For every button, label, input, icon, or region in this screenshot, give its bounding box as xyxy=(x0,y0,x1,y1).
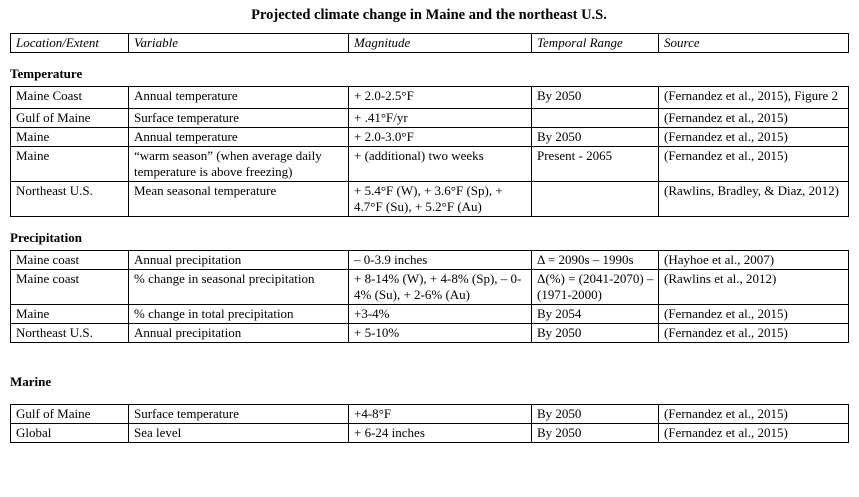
table-cell: Annual temperature xyxy=(128,86,349,109)
table-cell: Sea level xyxy=(128,423,349,443)
column-header-table: Location/Extent Variable Magnitude Tempo… xyxy=(10,33,849,53)
table-cell: Annual precipitation xyxy=(128,250,349,270)
table-cell: (Fernandez et al., 2015) xyxy=(658,146,849,182)
table-cell: + 5-10% xyxy=(348,323,532,343)
table-cell: % change in total precipitation xyxy=(128,304,349,324)
table-cell: By 2050 xyxy=(531,404,659,424)
table-row: Northeast U.S. Mean seasonal temperature +… xyxy=(10,181,849,217)
table-cell: Surface temperature xyxy=(128,108,349,128)
table-cell: By 2050 xyxy=(531,127,659,147)
table-cell: + 6-24 inches xyxy=(348,423,532,443)
table-row: Maine Coast Annual temperature + 2.0-2.5°F… xyxy=(10,86,849,109)
section-heading: Temperature xyxy=(10,66,83,81)
column-header-row: Location/Extent Variable Magnitude Tempo… xyxy=(10,33,849,53)
table-row: Maine% change in total precipitation +3-4… xyxy=(10,304,849,324)
table-cell: Northeast U.S. xyxy=(10,323,129,343)
table-cell: – 0-3.9 inches xyxy=(348,250,532,270)
table-cell: +3-4% xyxy=(348,304,532,324)
table-row: Northeast U.S. Annual precipitation + 5-10… xyxy=(10,323,849,343)
table-row: Maine “warm season” (when average daily t… xyxy=(10,146,849,182)
table-cell: + 5.4°F (W), + 3.6°F (Sp), + 4.7°F (Su),… xyxy=(348,181,532,217)
table-cell: Gulf of Maine xyxy=(10,108,129,128)
table-row: Maine coast% change in seasonal precipit… xyxy=(10,269,849,305)
table-cell: Maine xyxy=(10,304,129,324)
table-cell: Maine xyxy=(10,127,129,147)
document-page: Projected climate change in Maine and th… xyxy=(10,7,849,443)
table-section: Temperature Maine Coast Annual temperatur… xyxy=(10,66,849,217)
table-cell: (Fernandez et al., 2015) xyxy=(658,127,849,147)
table-cell: + 2.0-2.5°F xyxy=(348,86,532,109)
table-sections: Temperature Maine Coast Annual temperatur… xyxy=(10,66,849,443)
column-header-location-extent: Location/Extent xyxy=(10,33,129,53)
column-header-temporal-range: Temporal Range xyxy=(531,33,659,53)
table-row: Gulf of Maine Surface temperature +4-8°F By… xyxy=(10,404,849,424)
column-header-variable: Variable xyxy=(128,33,349,53)
table-cell: + .41°F/yr xyxy=(348,108,532,128)
table-row: Maine Annual temperature + 2.0-3.0°F By 205… xyxy=(10,127,849,147)
section-heading: Marine xyxy=(10,374,52,389)
table-cell: Mean seasonal temperature xyxy=(128,181,349,217)
table-cell: + 2.0-3.0°F xyxy=(348,127,532,147)
table-row: Maine coast Annual precipitation – 0-3.9 i… xyxy=(10,250,849,270)
table-cell: (Fernandez et al., 2015), Figure 2 xyxy=(658,86,849,109)
table-cell: By 2050 xyxy=(531,86,659,109)
table-cell xyxy=(531,181,659,217)
table-cell: Surface temperature xyxy=(128,404,349,424)
page-title: Projected climate change in Maine and th… xyxy=(251,7,607,23)
table-cell: (Fernandez et al., 2015) xyxy=(658,404,849,424)
table-row: Gulf of Maine Surface temperature + .41°F/… xyxy=(10,108,849,128)
data-table: Maine coast Annual precipitation – 0-3.9 i… xyxy=(10,250,849,343)
table-cell: By 2050 xyxy=(531,423,659,443)
table-cell: Δ(%) = (2041-2070) – (1971-2000) xyxy=(531,269,659,305)
table-cell: Northeast U.S. xyxy=(10,181,129,217)
table-cell: +4-8°F xyxy=(348,404,532,424)
table-cell: Annual temperature xyxy=(128,127,349,147)
table-cell: % change in seasonal precipitation xyxy=(128,269,349,305)
table-cell: By 2054 xyxy=(531,304,659,324)
table-cell: Gulf of Maine xyxy=(10,404,129,424)
column-header-source: Source xyxy=(658,33,849,53)
table-cell: (Fernandez et al., 2015) xyxy=(658,304,849,324)
table-cell: (Fernandez et al., 2015) xyxy=(658,108,849,128)
table-cell: (Fernandez et al., 2015) xyxy=(658,323,849,343)
table-section: Precipitation Maine coast Annual precipit… xyxy=(10,230,849,343)
section-heading: Precipitation xyxy=(10,230,82,245)
table-cell: Δ = 2090s – 1990s xyxy=(531,250,659,270)
table-cell: Annual precipitation xyxy=(128,323,349,343)
table-cell: + 8-14% (W), + 4-8% (Sp), – 0-4% (Su), +… xyxy=(348,269,532,305)
table-cell: Maine xyxy=(10,146,129,182)
table-row: Global Sea level + 6-24 inches By 2050 (Fern… xyxy=(10,423,849,443)
table-cell: Present - 2065 xyxy=(531,146,659,182)
data-table: Gulf of Maine Surface temperature +4-8°F By… xyxy=(10,404,849,443)
table-cell: By 2050 xyxy=(531,323,659,343)
table-cell: “warm season” (when average daily temper… xyxy=(128,146,349,182)
table-section: Marine Gulf of Maine Surface temperature +… xyxy=(10,374,849,443)
data-table: Maine Coast Annual temperature + 2.0-2.5°F… xyxy=(10,86,849,217)
table-cell: Maine coast xyxy=(10,269,129,305)
table-cell: (Hayhoe et al., 2007) xyxy=(658,250,849,270)
table-cell: (Rawlins, Bradley, & Diaz, 2012) xyxy=(658,181,849,217)
table-cell xyxy=(531,108,659,128)
table-cell: Global xyxy=(10,423,129,443)
table-cell: Maine coast xyxy=(10,250,129,270)
table-cell: + (additional) two weeks xyxy=(348,146,532,182)
table-cell: Maine Coast xyxy=(10,86,129,109)
table-cell: (Rawlins et al., 2012) xyxy=(658,269,849,305)
table-cell: (Fernandez et al., 2015) xyxy=(658,423,849,443)
column-header-magnitude: Magnitude xyxy=(348,33,532,53)
